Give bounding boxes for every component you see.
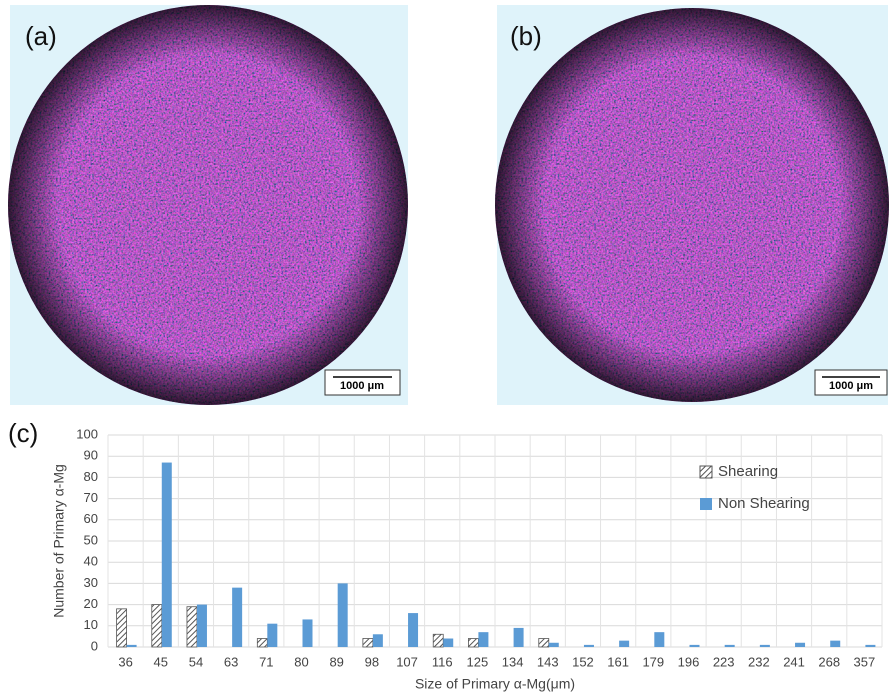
scale-bar-label: 1000 μm	[829, 380, 873, 392]
bar	[865, 645, 875, 647]
bar	[257, 639, 267, 647]
figure: (a) 1000 μm (b) 1000 μm (c) Number of Pr…	[0, 0, 890, 695]
bar	[690, 645, 700, 647]
x-tick-label: 152	[572, 654, 594, 669]
y-tick-label: 50	[84, 532, 98, 547]
bar	[478, 632, 488, 647]
y-tick-label: 80	[84, 469, 98, 484]
micrograph-a: (a) 1000 μm	[8, 5, 408, 405]
legend-swatch	[700, 498, 712, 510]
x-tick-label: 232	[748, 654, 770, 669]
scale-bar-label: 1000 μm	[340, 380, 384, 392]
y-tick-label: 10	[84, 617, 98, 632]
x-tick-label: 80	[294, 654, 308, 669]
bar	[303, 619, 313, 647]
x-axis-label: Size of Primary α-Mg(μm)	[415, 676, 575, 692]
bar	[584, 645, 594, 647]
bar	[117, 609, 127, 647]
bar	[162, 463, 172, 647]
x-tick-label: 357	[854, 654, 876, 669]
x-tick-label: 161	[607, 654, 629, 669]
y-tick-label: 100	[76, 426, 98, 441]
bar	[408, 613, 418, 647]
bar	[795, 643, 805, 647]
bar	[232, 588, 242, 647]
x-tick-label: 223	[713, 654, 735, 669]
x-tick-label: 179	[642, 654, 664, 669]
x-tick-label: 98	[365, 654, 379, 669]
bar	[338, 583, 348, 647]
x-tick-label: 134	[502, 654, 524, 669]
bar	[373, 634, 383, 647]
bar	[187, 607, 197, 647]
x-tick-label: 125	[467, 654, 489, 669]
legend-label: Non Shearing	[718, 495, 810, 512]
x-tick-label: 143	[537, 654, 559, 669]
micrograph-b: (b) 1000 μm	[495, 5, 889, 405]
y-tick-label: 30	[84, 575, 98, 590]
bar	[443, 639, 453, 647]
legend-swatch	[700, 466, 712, 478]
x-tick-label: 107	[396, 654, 418, 669]
bar	[539, 639, 549, 647]
panel-label: (a)	[25, 21, 57, 51]
bar	[654, 632, 664, 647]
bar	[549, 643, 559, 647]
bar	[760, 645, 770, 647]
x-tick-label: 54	[189, 654, 203, 669]
x-tick-label: 241	[783, 654, 805, 669]
x-tick-label: 116	[432, 654, 453, 669]
y-axis-label: Number of Primary α-Mg	[51, 464, 67, 618]
bar	[433, 634, 443, 647]
x-tick-label: 89	[329, 654, 343, 669]
bar	[152, 605, 162, 647]
bar	[468, 639, 478, 647]
x-tick-label: 196	[678, 654, 700, 669]
panel-label: (b)	[510, 21, 542, 51]
panel-label: (c)	[8, 418, 38, 448]
bar	[197, 605, 207, 647]
bar	[619, 641, 629, 647]
legend-label: Shearing	[718, 463, 778, 480]
bar	[725, 645, 735, 647]
y-tick-label: 40	[84, 554, 98, 569]
y-tick-label: 20	[84, 596, 98, 611]
y-tick-label: 90	[84, 448, 98, 463]
bar	[363, 639, 373, 647]
y-tick-label: 60	[84, 511, 98, 526]
bar	[830, 641, 840, 647]
y-tick-label: 70	[84, 490, 98, 505]
bar	[514, 628, 524, 647]
bar	[267, 624, 277, 647]
y-tick-label: 0	[91, 638, 98, 653]
x-tick-label: 63	[224, 654, 238, 669]
x-tick-label: 36	[118, 654, 132, 669]
x-tick-label: 45	[154, 654, 168, 669]
x-tick-label: 71	[259, 654, 273, 669]
bar	[127, 645, 137, 647]
x-tick-label: 268	[818, 654, 840, 669]
